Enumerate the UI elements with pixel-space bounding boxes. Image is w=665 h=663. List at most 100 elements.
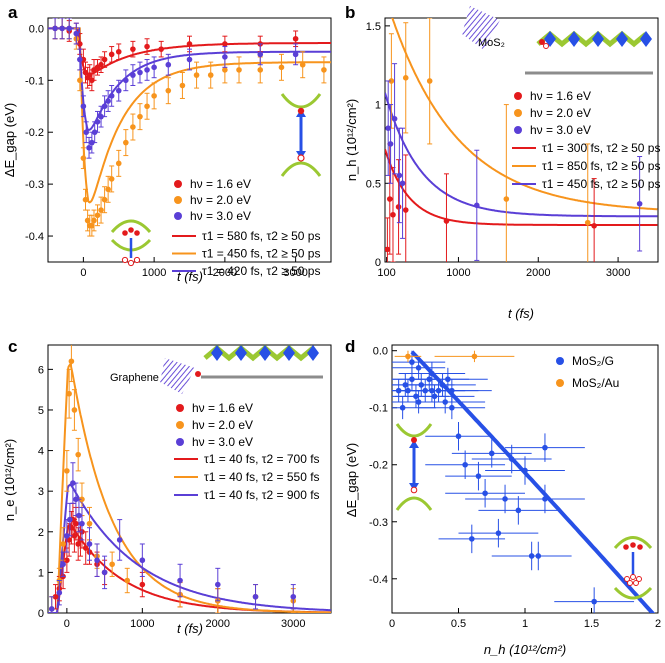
- panel-c-graphene-lattice: [160, 344, 323, 394]
- legend-marker: [556, 357, 564, 365]
- panel-d-data-point: [399, 404, 406, 411]
- panel-b-ytick-label: 1.5: [366, 21, 381, 33]
- panel-a-data-point: [236, 67, 242, 73]
- legend-label: τ1 = 450 fs, τ2 ≥ 50 ps: [542, 177, 660, 191]
- panel-c-data-point: [215, 581, 221, 588]
- panel-b-data-point: [584, 219, 591, 226]
- panel-c-data-point: [67, 516, 73, 523]
- panel-c-ylabel: n_e (10¹²/cm²): [2, 439, 17, 521]
- panel-d-ytick-label: -0.2: [369, 460, 388, 472]
- panel-d-fit-curve: [410, 350, 656, 613]
- panel-c-data-point: [139, 557, 146, 564]
- panel-b-data-point: [385, 246, 391, 253]
- panel-a-data-point: [105, 98, 111, 104]
- panel-a-data-point: [94, 212, 101, 219]
- panel-d-data-point: [515, 507, 522, 514]
- legend-marker: [174, 196, 182, 204]
- panel-a-data-point: [98, 207, 104, 213]
- panel-a-data-point: [257, 51, 264, 58]
- panel-a-xtick-label: 2000: [213, 267, 237, 279]
- panel-a-data-point: [77, 77, 83, 84]
- panel-c: c 0 1000 2000 3000 0 1 2 3 4 5 6 Graphene t (fs) n…: [2, 337, 332, 636]
- panel-c-xtick-label: 2000: [206, 618, 230, 630]
- panel-a-data-point: [222, 54, 228, 60]
- legend-marker: [514, 109, 522, 117]
- panel-d-data-point: [495, 530, 502, 536]
- panel-b-xtick-label: 100: [377, 267, 395, 279]
- panel-a-data-point: [52, 25, 58, 32]
- panel-a-data-point: [137, 113, 143, 120]
- panel-c-inset-label: Graphene: [110, 372, 159, 384]
- panel-a-data-point: [130, 72, 136, 78]
- legend-marker: [174, 212, 182, 220]
- panel-b-data-point: [390, 211, 396, 218]
- panel-d-xtick-label: 1.5: [584, 618, 599, 630]
- panel-a-frame: [47, 17, 332, 263]
- panel-b-data-point: [473, 202, 480, 209]
- panel-c-data-point: [101, 569, 108, 576]
- legend-label: hν = 1.6 eV: [530, 89, 591, 103]
- panel-d: d 0 0.5 1 1.5 2 0.0 -0.1 -0.2 -0.3 -0.4 n_h (10¹²…: [344, 337, 661, 657]
- panel-d-xlabel: n_h (10¹²/cm²): [484, 642, 566, 657]
- panel-a-data-point: [59, 25, 65, 32]
- panel-a-data-point: [137, 69, 143, 76]
- panel-c-data-point: [86, 520, 93, 527]
- panel-d-data-point: [535, 553, 542, 559]
- panel-d-legend: MoS₂/G MoS₂/Au: [556, 354, 619, 390]
- panel-a-data-point: [83, 129, 90, 136]
- panel-a-data-point: [321, 67, 327, 73]
- panel-b-ytick-label: 0.5: [366, 178, 381, 190]
- panel-a-data-point: [123, 77, 129, 84]
- panel-b-xtick-label: 3000: [606, 267, 630, 279]
- panel-b-data-point: [426, 78, 433, 84]
- panel-a-data-point: [165, 61, 172, 68]
- panel-c-data-point: [79, 496, 85, 503]
- panel-a-data-point: [98, 113, 104, 120]
- panel-a-data-point: [86, 72, 93, 78]
- panel-a-data-point: [130, 46, 136, 52]
- panel-a-data-point: [108, 93, 115, 99]
- panel-c-fit-curve: [48, 361, 331, 613]
- panel-b-data-point: [385, 125, 391, 131]
- panel-a-doped-diagram: [110, 219, 152, 267]
- panel-b-data-point: [387, 141, 394, 147]
- panel-c-fit-curve: [48, 483, 331, 613]
- panel-a-ytick-label: -0.2: [25, 127, 44, 139]
- panel-a-data-point: [123, 139, 129, 146]
- panel-a-xtick-label: 1000: [142, 267, 166, 279]
- panel-a-data-point: [193, 72, 200, 78]
- panel-d-data-point: [429, 370, 435, 377]
- panel-a-ytick-label: -0.1: [25, 75, 44, 87]
- panel-a-data-point: [222, 41, 228, 47]
- legend-label: hν = 2.0 eV: [190, 193, 251, 207]
- panel-b-data-point: [591, 222, 597, 229]
- panel-a-data-point: [66, 25, 73, 32]
- panel-a-data-point: [108, 176, 115, 182]
- panel-d-data-point: [542, 496, 548, 502]
- panel-a-data-point: [82, 69, 89, 76]
- panel-a-data-point: [89, 222, 95, 229]
- panel-d-data-point: [542, 444, 548, 451]
- panel-c-data-point: [94, 557, 100, 564]
- panel-a-data-point: [144, 67, 150, 73]
- legend-label: hν = 3.0 eV: [192, 435, 253, 449]
- panel-b: b 100 1000 2000 3000 0 0.5 1 1.5 MoS₂ t (fs) n_…: [344, 3, 660, 321]
- panel-c-data-point: [75, 451, 81, 458]
- legend-marker: [176, 421, 184, 429]
- panel-c-legend: hν = 1.6 eV hν = 2.0 eV hν = 3.0 eV τ1 = 40…: [174, 401, 320, 502]
- panel-d-ytick-label: -0.4: [369, 574, 388, 586]
- panel-a-data-point: [144, 103, 150, 110]
- panel-a-data-point: [151, 93, 157, 99]
- legend-label: MoS₂/G: [572, 354, 614, 368]
- panel-a-data-point: [158, 46, 164, 52]
- panel-d-ytick-label: 0.0: [373, 346, 388, 358]
- panel-b-data-point: [636, 200, 643, 207]
- panel-c-xtick-label: 1000: [130, 618, 154, 630]
- panel-a-data-point: [108, 51, 115, 58]
- panel-c-data-point: [124, 577, 131, 584]
- panel-a-label: a: [8, 3, 18, 22]
- panel-d-data-point: [409, 359, 415, 365]
- panel-a-data-point: [207, 72, 214, 78]
- panel-b-xtick-label: 1000: [446, 267, 470, 279]
- legend-label: hν = 2.0 eV: [192, 418, 253, 432]
